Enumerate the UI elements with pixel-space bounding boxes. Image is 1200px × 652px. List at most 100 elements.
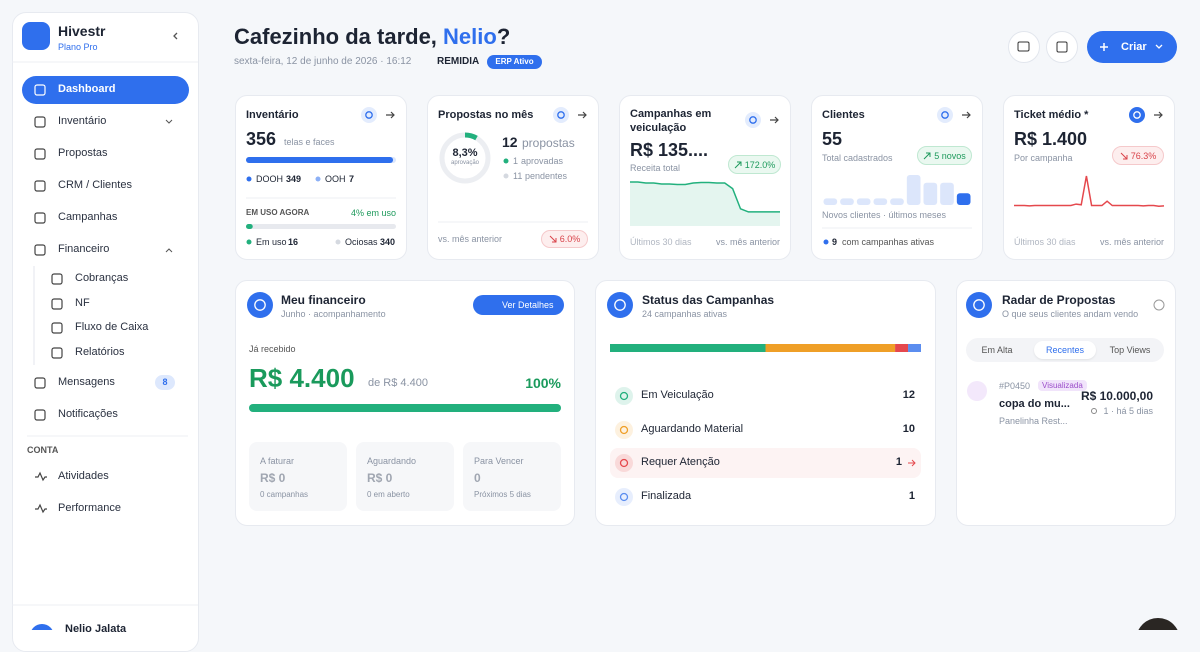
sub-nav-item[interactable]: Relatórios — [75, 346, 125, 358]
user-name: Nelio — [443, 24, 497, 49]
status-label: Aguardando Material — [641, 423, 744, 435]
footer-left: Últimos 30 dias — [630, 237, 692, 247]
box-value: R$ 0 — [367, 471, 393, 485]
box-label: Para Vencer — [474, 456, 524, 466]
footer-left: Últimos 30 dias — [1014, 237, 1076, 247]
kpi-card — [811, 95, 983, 260]
box-value: 0 — [474, 471, 481, 485]
trend-icon — [1120, 152, 1128, 159]
tab[interactable]: Recentes — [1034, 341, 1096, 359]
brand: Hivestr — [58, 23, 106, 39]
panel-title: Status das Campanhas — [642, 293, 775, 307]
panel-subtitle: Junho · acompanhamento — [281, 309, 386, 319]
donut-value: 8,3% — [452, 147, 478, 159]
panel-subtitle: 24 campanhas ativas — [642, 309, 728, 319]
map-button[interactable] — [1046, 31, 1078, 63]
trend-arrow — [923, 152, 931, 159]
item-code: #P0450 — [999, 381, 1031, 391]
approved-value: 1 — [513, 156, 519, 166]
legend-value: 16 — [288, 237, 299, 247]
tab[interactable]: Top Views — [1109, 345, 1151, 355]
kpi-unit: telas e faces — [284, 137, 335, 147]
trend-arrow — [734, 161, 742, 168]
status-count: 1 — [895, 456, 902, 468]
box-label: A faturar — [260, 456, 295, 466]
nav-item[interactable]: Propostas — [58, 147, 108, 159]
nav-item[interactable]: Campanhas — [58, 211, 118, 223]
trend-icon — [549, 235, 557, 243]
nav-item[interactable]: Mensagens — [58, 376, 115, 388]
alert-row — [610, 448, 921, 478]
item-name: copa do mu... — [999, 398, 1070, 410]
details-button[interactable]: Ver Detalhes — [473, 295, 564, 315]
trend-icon — [923, 152, 931, 159]
nav-item[interactable]: Inventário — [58, 115, 107, 127]
legend-label: Em uso — [256, 237, 287, 247]
footer-right: vs. mês anterior — [1099, 237, 1164, 247]
active-value: 9 — [832, 237, 838, 247]
delta-pill: 172.0% — [728, 155, 781, 174]
nav-item[interactable]: Financeiro — [58, 243, 110, 255]
chart-caption: Novos clientes · últimos meses — [822, 210, 947, 220]
kpi-value: 55 — [822, 129, 843, 149]
kpi-card — [619, 95, 791, 260]
date: sexta-feira, 12 de junho de 2026 · 16:12 — [234, 56, 412, 67]
kpi-title: Inventário — [246, 109, 299, 121]
greeting-text: Cafezinho da tarde, — [234, 24, 437, 49]
legend-value: 7 — [349, 174, 355, 184]
page: Hivestr Plano Pro Cafezinho da tarde, Ne… — [12, 12, 1178, 652]
create-button[interactable]: Criar — [1087, 31, 1177, 63]
summary-box — [463, 442, 561, 511]
box-note: 0 em aberto — [367, 490, 410, 499]
kpi-caption: Receita total — [630, 163, 681, 173]
nav-item[interactable]: Performance — [58, 502, 121, 514]
panel-subtitle: O que seus clientes andam vendo — [1002, 309, 1139, 319]
item-client: Panelinha Rest... — [999, 416, 1068, 426]
kpi-title: Propostas no mês — [438, 109, 534, 121]
initials: PM — [971, 386, 983, 395]
tab[interactable]: Em Alta — [981, 345, 1013, 355]
sub-nav-item[interactable]: Cobranças — [75, 272, 129, 284]
count-label: propostas — [522, 136, 575, 150]
approved-label: aprovadas — [521, 156, 564, 166]
status-label: Finalizada — [641, 490, 692, 502]
legend-value: 349 — [286, 174, 302, 184]
item-value: R$ 10.000,00 — [1080, 389, 1153, 403]
footer: vs. mês anterior — [438, 234, 503, 244]
kpi-caption: Por campanha — [1014, 153, 1073, 163]
panel — [595, 280, 936, 526]
legend-label: DOOH — [256, 174, 283, 184]
kpi-value: R$ 1.400 — [1014, 129, 1088, 149]
erp-badge: ERP Ativo — [487, 55, 542, 69]
panel — [956, 280, 1176, 526]
sub-nav-item[interactable]: NF — [75, 297, 90, 309]
received-of: de R$ 4.400 — [368, 377, 428, 389]
kpi-title: Ticket médio * — [1014, 109, 1089, 121]
nav-item[interactable]: CRM / Clientes — [58, 179, 132, 191]
kpi-value: R$ 135.... — [630, 140, 709, 160]
status-label: Em Veiculação — [641, 389, 714, 401]
percent: 100% — [525, 375, 561, 391]
legend-label: Ociosas — [345, 237, 378, 247]
pending-value: 11 — [513, 171, 523, 181]
usage-title: EM USO AGORA — [246, 208, 310, 217]
delta-pill: 5 novos — [917, 146, 972, 165]
trend-icon — [734, 161, 742, 168]
folder-button[interactable] — [1008, 31, 1040, 63]
trend-arrow — [1120, 152, 1128, 159]
logo — [22, 22, 50, 50]
section-label: CONTA — [27, 445, 59, 455]
plan: Plano Pro — [58, 42, 98, 52]
nav-item[interactable]: Atividades — [58, 470, 109, 482]
delta-pill: 76.3% — [1112, 146, 1164, 165]
sub-nav-item[interactable]: Fluxo de Caixa — [75, 321, 149, 333]
active-nav[interactable] — [22, 76, 189, 104]
company: REMIDIA — [437, 56, 480, 67]
nav-item[interactable]: Notificações — [58, 408, 118, 420]
box-label: Aguardando — [367, 456, 417, 466]
legend-label: OOH — [325, 174, 346, 184]
nav-item[interactable]: Dashboard — [58, 83, 116, 95]
footer-right: vs. mês anterior — [715, 237, 780, 247]
status-label: Requer Atenção — [641, 456, 720, 468]
panel-title: Meu financeiro — [281, 293, 366, 307]
